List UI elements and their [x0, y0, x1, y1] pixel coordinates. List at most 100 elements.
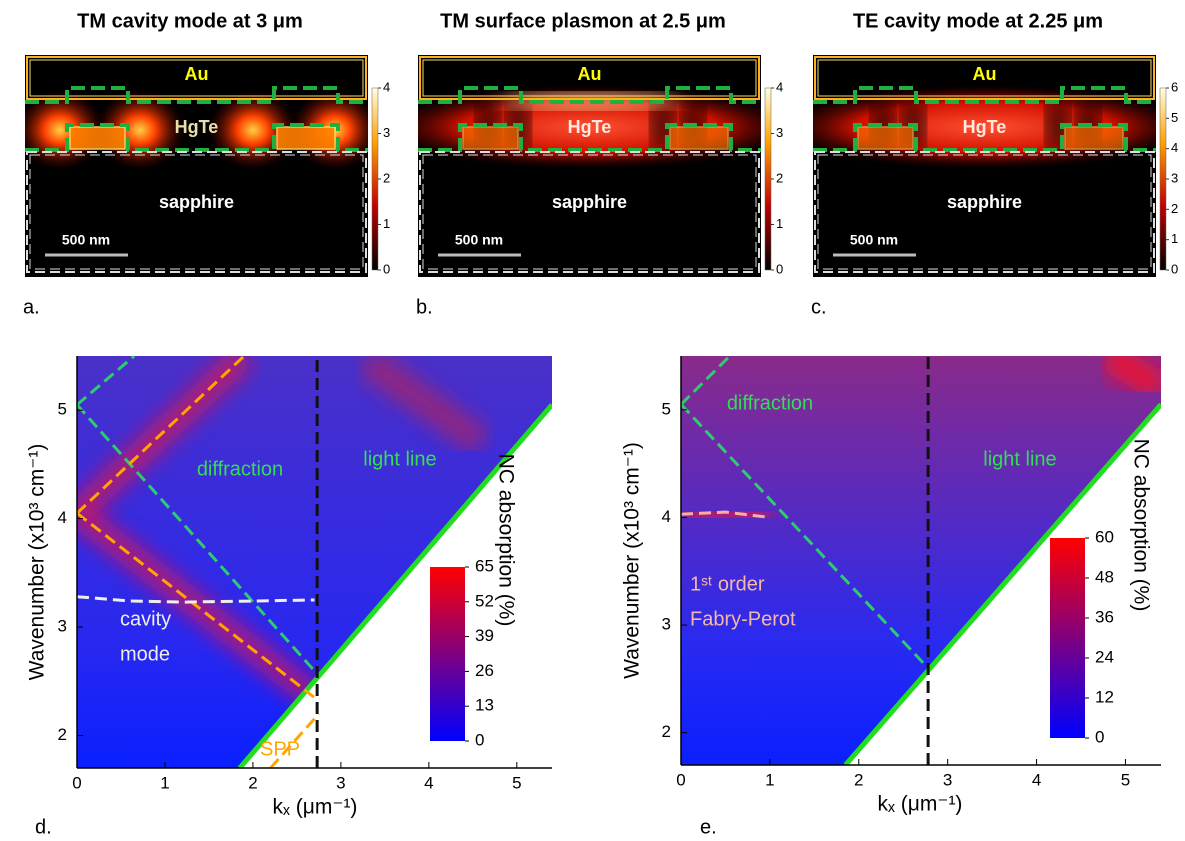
- region-label: sapphire: [947, 192, 1022, 212]
- mode-glow: [1099, 356, 1161, 402]
- grating: [462, 126, 519, 150]
- colorbar-tick-label: 6: [1171, 79, 1178, 94]
- colorbar-tick-label: 4: [1171, 140, 1178, 155]
- grating: [276, 126, 336, 150]
- y-tick-label: 3: [662, 615, 671, 634]
- colorbar: [430, 567, 465, 741]
- x-tick-label: 3: [336, 773, 345, 792]
- panel-title: TM surface plasmon at 2.5 μm: [440, 10, 726, 32]
- annotation: diffraction: [197, 458, 283, 480]
- x-tick-label: 5: [1121, 770, 1130, 789]
- y-axis-label: Wavenumber (x10³ cm⁻¹): [26, 444, 49, 681]
- dashed-line: [77, 356, 136, 406]
- annotation: SPP: [260, 738, 300, 760]
- heatmap: [77, 356, 582, 768]
- colorbar-tick-label: 2: [776, 170, 783, 185]
- colorbar-tick-label: 2: [383, 170, 390, 185]
- dashed-line: [77, 403, 321, 677]
- region-label: sapphire: [552, 192, 627, 212]
- y-tick-label: 4: [662, 507, 671, 526]
- y-tick-label: 5: [662, 399, 671, 418]
- y-tick-label: 4: [58, 508, 67, 527]
- annotation: mode: [120, 643, 170, 665]
- colorbar-tick-label: 5: [1171, 110, 1178, 125]
- colorbar-tick-label: 24: [1095, 647, 1114, 666]
- x-axis-label: kₓ (μm⁻¹): [878, 793, 963, 816]
- annotation: 1ˢᵗ order: [690, 573, 765, 595]
- panel-title: TE cavity mode at 2.25 μm: [853, 10, 1103, 32]
- x-tick-label: 5: [512, 773, 521, 792]
- region-label: HgTe: [568, 117, 612, 137]
- sapphire-outline: [26, 151, 367, 273]
- y-tick-label: 3: [58, 617, 67, 636]
- colorbar-tick-label: 0: [383, 261, 390, 276]
- dashed-line: [77, 512, 316, 699]
- colorbar-tick-label: 0: [1171, 261, 1178, 276]
- region-label: Au: [185, 64, 209, 84]
- grating: [669, 126, 729, 150]
- panel-label: e.: [700, 816, 717, 838]
- colorbar-tick-label: 2: [1171, 201, 1178, 216]
- sapphire-outline: [29, 154, 364, 270]
- contour: [25, 86, 368, 104]
- annotation: light line: [983, 448, 1056, 470]
- colorbar-tick-label: 3: [776, 125, 783, 140]
- light-line: [237, 403, 552, 768]
- y-tick-label: 2: [662, 722, 671, 741]
- colorbar-tick-label: 3: [383, 125, 390, 140]
- colorbar: [371, 87, 379, 271]
- sapphire-outline: [422, 154, 757, 270]
- x-tick-label: 2: [854, 770, 863, 789]
- background: [25, 55, 368, 277]
- mode-glow: [358, 356, 491, 455]
- au-outline: [422, 59, 757, 97]
- x-tick-label: 4: [1032, 770, 1041, 789]
- sapphire-outline: [419, 151, 760, 273]
- annotation: light line: [363, 448, 436, 470]
- colorbar-tick-label: 65: [475, 556, 494, 575]
- annotation: cavity: [120, 608, 171, 630]
- region-label: Au: [973, 64, 997, 84]
- panel-title: TM cavity mode at 3 μm: [77, 10, 303, 32]
- field-map: [25, 55, 368, 277]
- x-tick-label: 2: [248, 773, 257, 792]
- x-tick-label: 1: [160, 773, 169, 792]
- panel-label: a.: [23, 296, 40, 318]
- x-tick-label: 3: [943, 770, 952, 789]
- panel-label: b.: [416, 296, 433, 318]
- heatmap: [681, 356, 1185, 765]
- forbidden-region: [1161, 356, 1185, 765]
- scale-bar-label: 500 nm: [455, 232, 503, 248]
- colorbar-tick-label: 48: [1095, 567, 1114, 586]
- contour: [813, 123, 1156, 152]
- panel-label: c.: [811, 296, 827, 318]
- x-axis-label: kₓ (μm⁻¹): [273, 796, 358, 819]
- contour: [418, 86, 761, 104]
- grating: [69, 126, 126, 150]
- x-tick-label: 0: [676, 770, 685, 789]
- y-tick-label: 5: [58, 400, 67, 419]
- colorbar-tick-label: 4: [776, 79, 783, 94]
- region-label: Au: [578, 64, 602, 84]
- contour: [25, 123, 368, 152]
- colorbar-tick-label: 12: [1095, 687, 1114, 706]
- sapphire-outline: [817, 154, 1152, 270]
- field-glow: [25, 90, 105, 170]
- light-line: [843, 402, 1161, 765]
- field-glow: [208, 90, 298, 170]
- colorbar-label: NC absorption (%): [1129, 439, 1152, 612]
- contour: [418, 123, 761, 152]
- colorbar-label: NC absorption (%): [494, 454, 517, 627]
- dashed-line: [269, 712, 321, 768]
- scale-bar-label: 500 nm: [850, 232, 898, 248]
- x-tick-label: 0: [72, 773, 81, 792]
- colorbar-tick-label: 1: [1171, 231, 1178, 246]
- region-label: sapphire: [159, 192, 234, 212]
- forbidden-region: [552, 356, 582, 768]
- dashed-line: [681, 356, 731, 406]
- colorbar-tick-label: 60: [1095, 527, 1114, 546]
- au-outline: [419, 56, 760, 100]
- annotation: Fabry-Perot: [690, 608, 796, 630]
- colorbar-tick-label: 3: [1171, 170, 1178, 185]
- colorbar-tick-label: 36: [1095, 607, 1114, 626]
